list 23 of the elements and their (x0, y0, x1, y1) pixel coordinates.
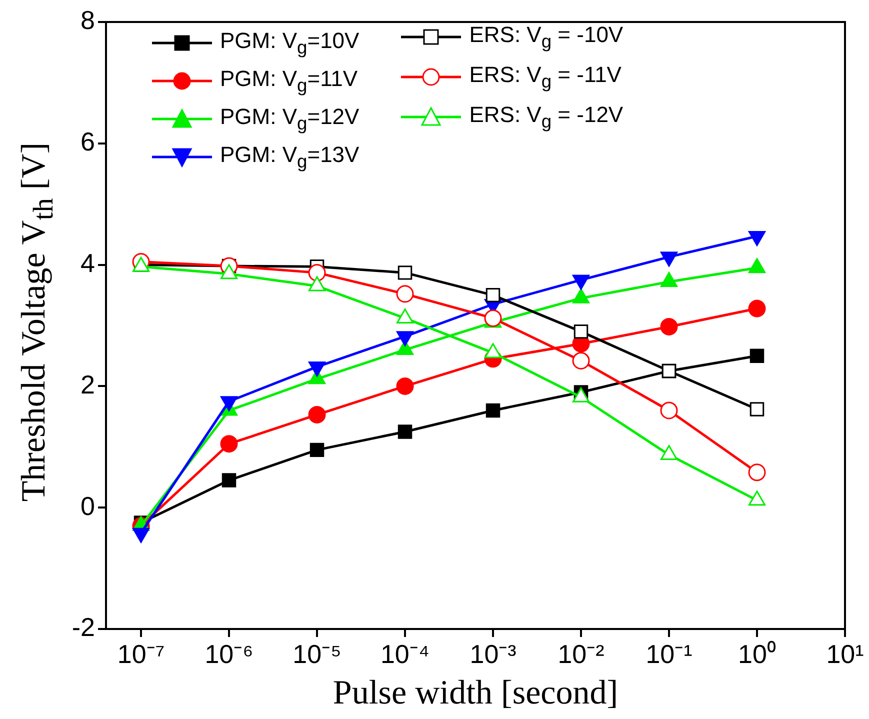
x-tick-label: 10⁰ (738, 638, 776, 669)
x-tick-label: 10⁻² (558, 638, 605, 669)
y-tick-label: 8 (80, 5, 95, 36)
x-tick-label: 10¹ (826, 638, 864, 669)
legend-label: PGM: V$_{g}$=13V (220, 142, 360, 172)
x-tick-label: 10⁻⁶ (204, 638, 254, 669)
y-tick-label: 0 (80, 490, 95, 521)
x-tick-label: 10⁻³ (470, 638, 517, 669)
x-tick-label: 10⁻⁵ (292, 638, 342, 669)
x-axis-title: Pulse width [second] (332, 674, 618, 712)
x-tick-label: 10⁻⁴ (380, 638, 430, 669)
x-tick-label: 10⁻⁷ (117, 638, 165, 669)
y-tick-label: -2 (72, 612, 95, 642)
y-tick-label: 2 (80, 369, 95, 400)
x-tick-label: 10⁻¹ (646, 638, 693, 669)
legend-label: PGM: V$_{g}$=11V (220, 66, 358, 96)
y-tick-label: 4 (80, 248, 95, 278)
legend-label: ERS: V$_{g}$ = -11V (469, 62, 622, 92)
legend-label: ERS: V$_{g}$ = -10V (469, 22, 624, 52)
legend-label: PGM: V$_{g}$=10V (220, 28, 360, 58)
y-tick-label: 6 (80, 126, 95, 157)
legend-label: ERS: V$_{g}$ = -12V (469, 102, 624, 132)
legend-label: PGM: V$_{g}$=12V (220, 104, 360, 134)
